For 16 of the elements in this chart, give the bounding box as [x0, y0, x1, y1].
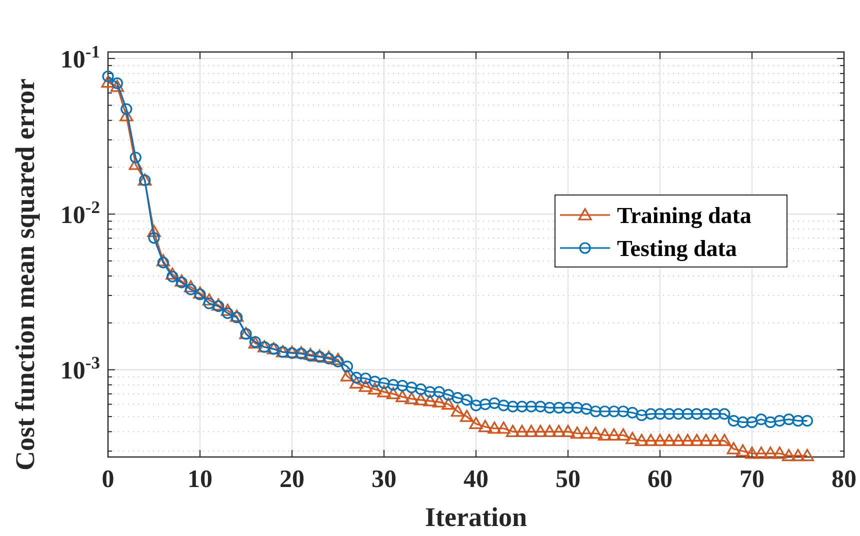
x-tick-label: 10: [188, 466, 212, 493]
x-tick-label: 60: [648, 466, 672, 493]
x-tick-label: 40: [464, 466, 488, 493]
y-tick-label: 10$^{-2}$: [60, 197, 100, 230]
legend-label: Testing data: [617, 236, 738, 262]
y-tick-label: 10$^{-3}$: [60, 352, 100, 385]
x-tick-label: 80: [832, 466, 856, 493]
x-tick-label: 70: [740, 466, 764, 493]
y-axis-title: Cost function mean squared error: [10, 78, 40, 470]
legend-label: Training data: [617, 203, 752, 229]
x-tick-label: 50: [556, 466, 580, 493]
x-tick-label: 30: [372, 466, 396, 493]
y-tick-label: 10$^{-1}$: [60, 41, 100, 74]
x-axis-title: Iteration: [425, 502, 527, 532]
x-tick-label: 20: [280, 466, 304, 493]
x-tick-label: 0: [102, 466, 114, 493]
